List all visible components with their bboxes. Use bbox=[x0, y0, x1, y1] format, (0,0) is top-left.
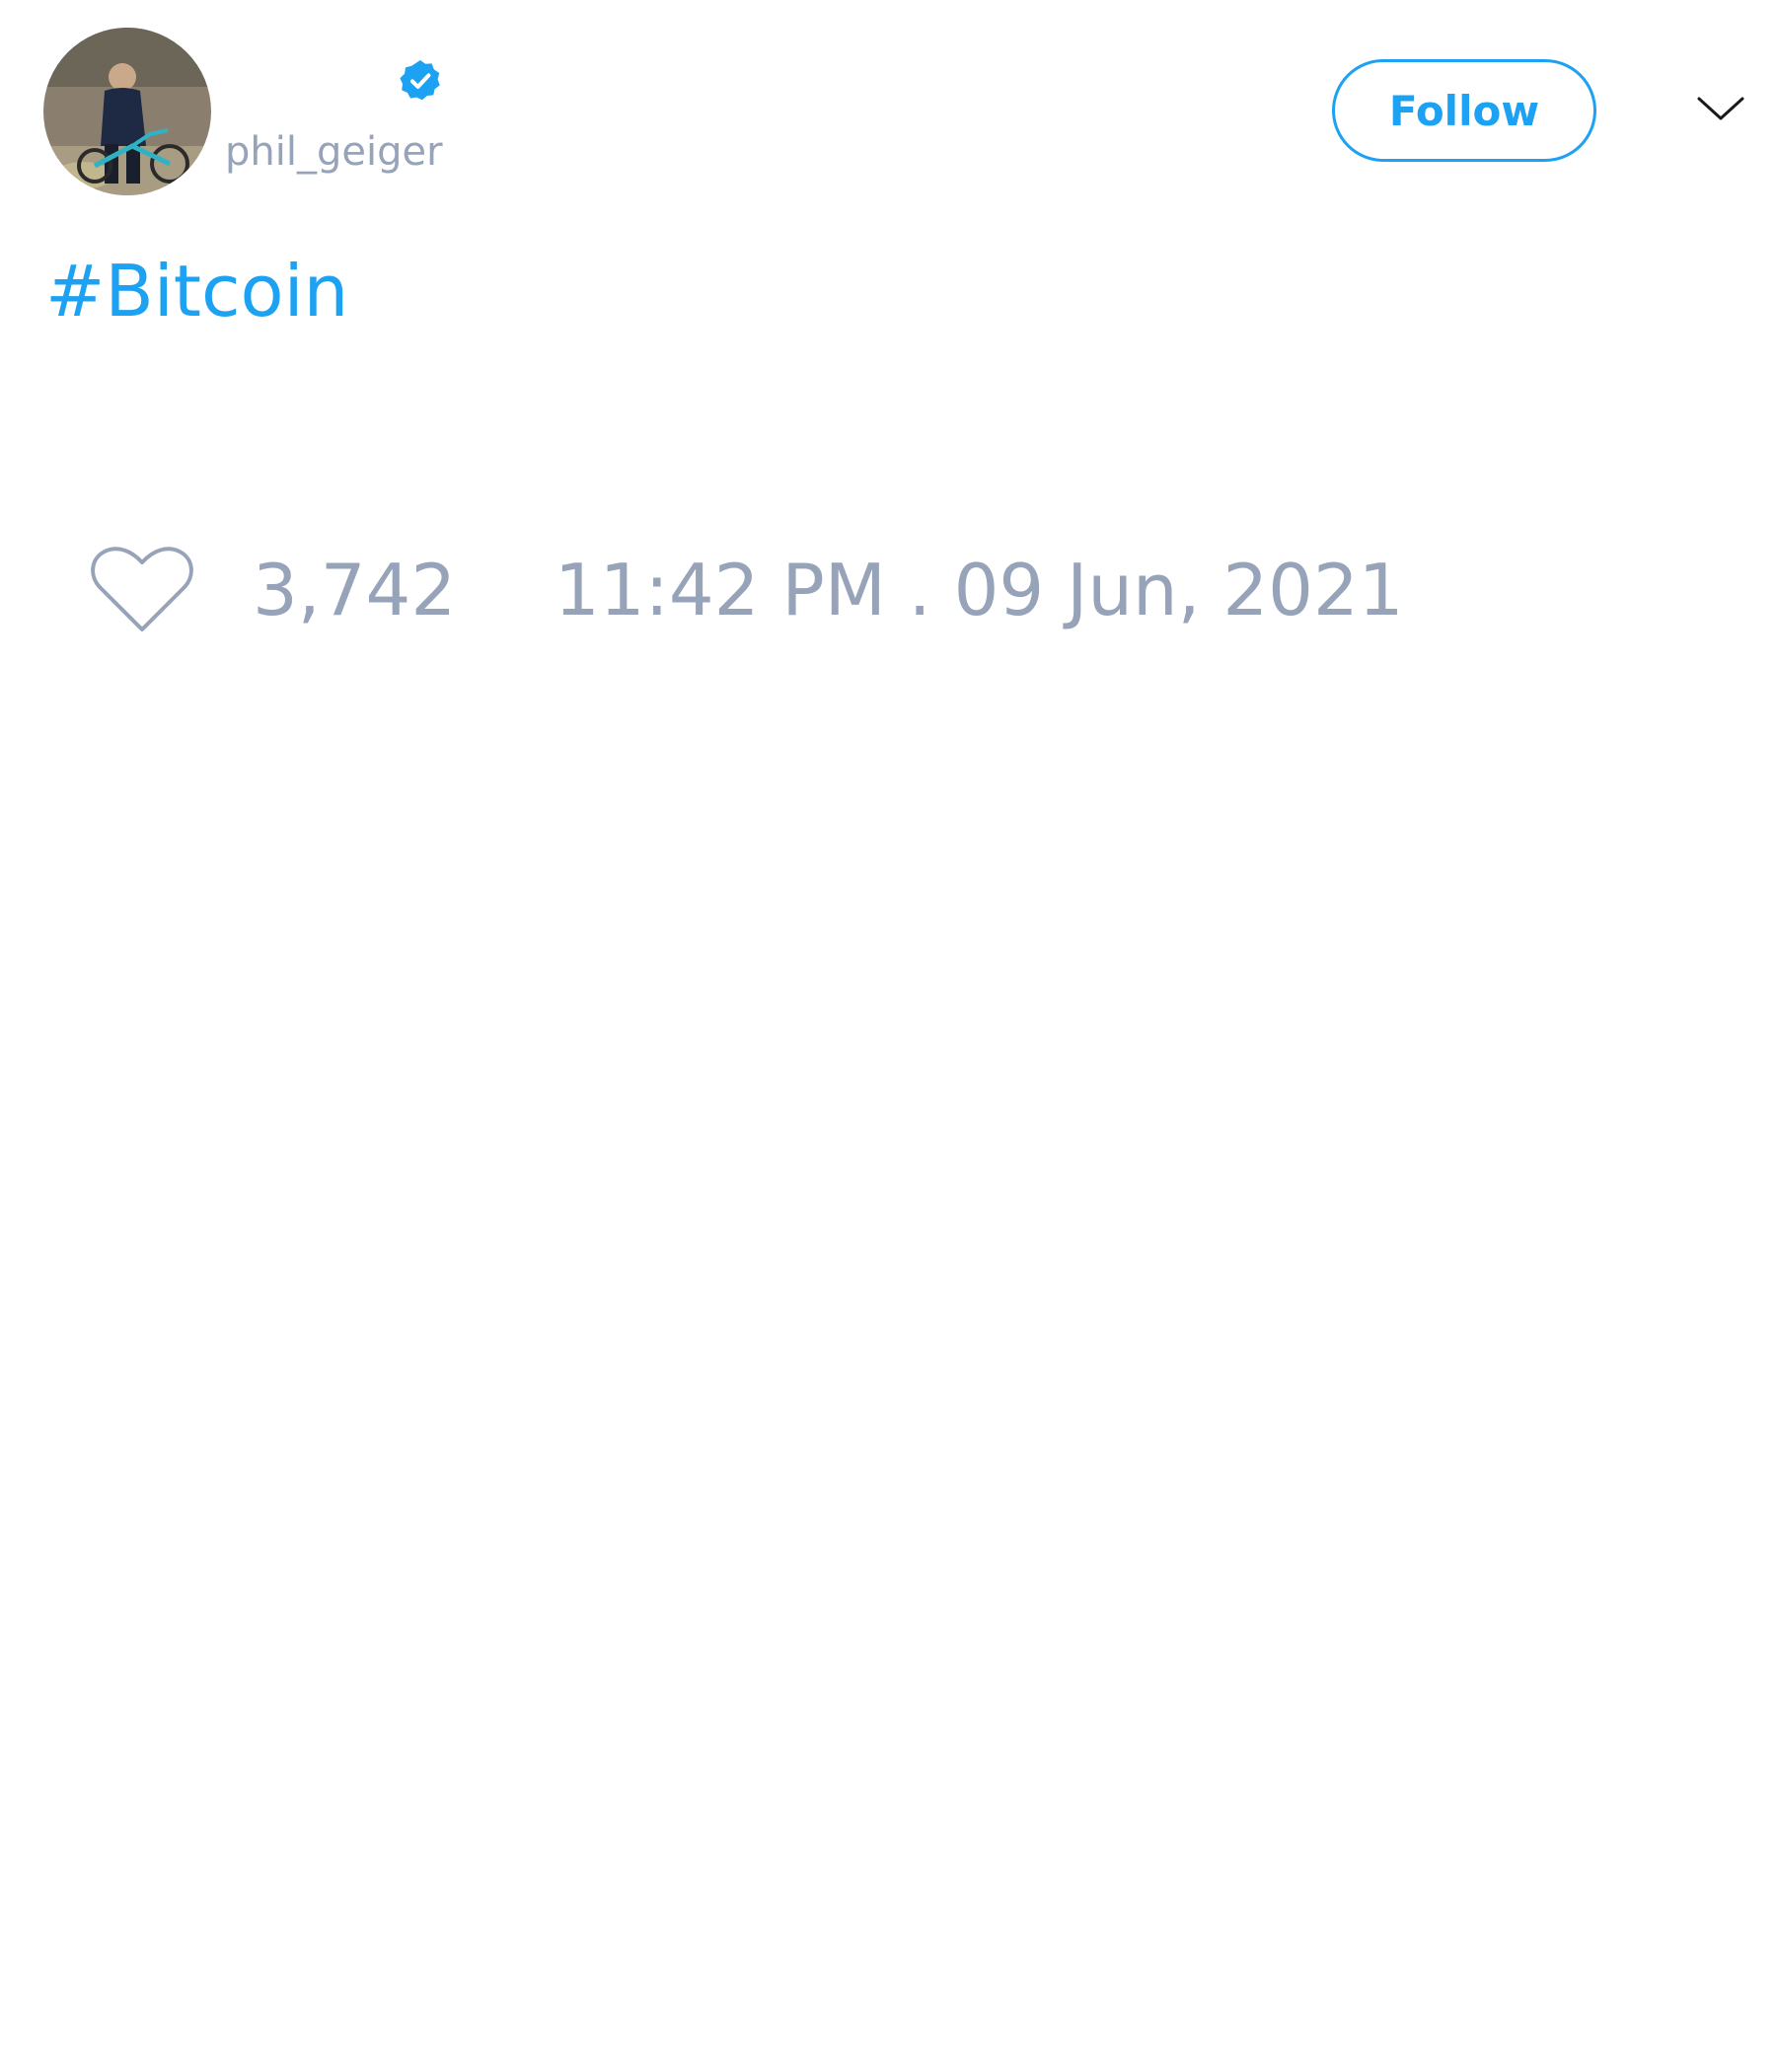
chevron-down-icon[interactable] bbox=[1695, 89, 1746, 128]
verified-badge-icon bbox=[400, 60, 440, 101]
tweet-timestamp[interactable]: 11:42 PM . 09 Jun, 2021 bbox=[555, 549, 1404, 631]
avatar[interactable] bbox=[43, 28, 211, 195]
follow-button[interactable]: Follow bbox=[1332, 59, 1596, 162]
user-handle[interactable]: phil_geiger bbox=[225, 129, 443, 175]
avatar-photo bbox=[43, 28, 211, 195]
like-count: 3,742 bbox=[253, 549, 457, 631]
tweet-text: #Bitcoin bbox=[45, 247, 348, 335]
heart-outline-icon[interactable] bbox=[89, 543, 195, 637]
hashtag-link[interactable]: #Bitcoin bbox=[45, 250, 349, 333]
